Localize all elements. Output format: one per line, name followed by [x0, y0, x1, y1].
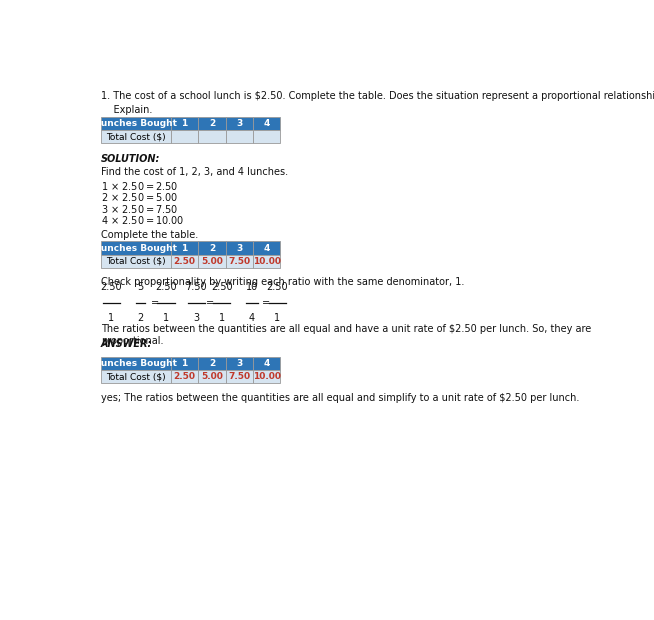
Text: 3: 3: [193, 314, 199, 324]
Bar: [171, 130, 198, 143]
Text: Find the cost of 1, 2, 3, and 4 lunches.: Find the cost of 1, 2, 3, and 4 lunches.: [101, 167, 288, 177]
Bar: [226, 370, 253, 383]
Text: 7.50: 7.50: [228, 372, 250, 381]
Text: 2 × $2.50 = $5.00: 2 × $2.50 = $5.00: [101, 191, 179, 203]
Bar: [171, 370, 198, 383]
Text: 2.50: 2.50: [174, 257, 196, 266]
Bar: [226, 356, 253, 370]
Text: The ratios between the quantities are all equal and have a unit rate of $2.50 pe: The ratios between the quantities are al…: [101, 324, 591, 345]
Text: Total Cost ($): Total Cost ($): [106, 372, 166, 381]
Bar: [101, 255, 171, 268]
Text: Explain.: Explain.: [101, 105, 152, 115]
Text: 2: 2: [209, 359, 215, 368]
Text: =: =: [150, 298, 159, 308]
Text: 4: 4: [264, 359, 270, 368]
Bar: [171, 356, 198, 370]
Text: 3 × $2.50 = $7.50: 3 × $2.50 = $7.50: [101, 203, 179, 215]
Bar: [198, 117, 226, 130]
Text: yes; The ratios between the quantities are all equal and simplify to a unit rate: yes; The ratios between the quantities a…: [101, 393, 579, 403]
Bar: [226, 241, 253, 255]
Text: 2: 2: [209, 119, 215, 128]
Text: Total Cost ($): Total Cost ($): [106, 132, 166, 141]
Bar: [171, 241, 198, 255]
Text: 1: 1: [218, 314, 225, 324]
Text: Lunches Bought: Lunches Bought: [95, 244, 177, 252]
Bar: [253, 255, 281, 268]
Text: 4: 4: [264, 119, 270, 128]
Text: 1: 1: [163, 314, 169, 324]
Text: 4: 4: [249, 314, 255, 324]
Bar: [171, 117, 198, 130]
Bar: [101, 241, 171, 255]
Text: Total Cost ($): Total Cost ($): [106, 257, 166, 266]
Bar: [198, 130, 226, 143]
Text: 10.00: 10.00: [252, 257, 281, 266]
Text: 10: 10: [246, 283, 258, 293]
Text: =: =: [262, 298, 270, 308]
Text: 4 × $2.50 = $10.00: 4 × $2.50 = $10.00: [101, 214, 184, 226]
Text: 1 × $2.50 = $2.50: 1 × $2.50 = $2.50: [101, 180, 179, 192]
Bar: [226, 130, 253, 143]
Text: SOLUTION:: SOLUTION:: [101, 154, 160, 164]
Bar: [226, 117, 253, 130]
Text: 2: 2: [137, 314, 144, 324]
Bar: [198, 356, 226, 370]
Text: 10.00: 10.00: [252, 372, 281, 381]
Text: Lunches Bought: Lunches Bought: [95, 359, 177, 368]
Bar: [226, 255, 253, 268]
Text: 5.00: 5.00: [201, 372, 223, 381]
Bar: [253, 370, 281, 383]
Text: ANSWER:: ANSWER:: [101, 339, 152, 349]
Bar: [198, 255, 226, 268]
Bar: [253, 130, 281, 143]
Text: 1. The cost of a school lunch is $2.50. Complete the table. Does the situation r: 1. The cost of a school lunch is $2.50. …: [101, 91, 654, 101]
Text: =: =: [207, 298, 215, 308]
Bar: [198, 241, 226, 255]
Text: Check proportionality by writing each ratio with the same denominator, 1.: Check proportionality by writing each ra…: [101, 277, 464, 286]
Text: 1: 1: [182, 359, 188, 368]
Text: 4: 4: [264, 244, 270, 252]
Bar: [171, 255, 198, 268]
Bar: [101, 130, 171, 143]
Bar: [101, 356, 171, 370]
Text: 2.50: 2.50: [267, 283, 288, 293]
Text: Complete the table.: Complete the table.: [101, 230, 198, 240]
Text: 3: 3: [236, 119, 243, 128]
Text: 2.50: 2.50: [211, 283, 232, 293]
Bar: [101, 117, 171, 130]
Text: 1: 1: [182, 244, 188, 252]
Bar: [253, 117, 281, 130]
Bar: [101, 370, 171, 383]
Text: 2.50: 2.50: [174, 372, 196, 381]
Bar: [198, 370, 226, 383]
Text: 1: 1: [274, 314, 281, 324]
Text: Lunches Bought: Lunches Bought: [95, 119, 177, 128]
Text: 5: 5: [137, 283, 144, 293]
Text: 3: 3: [236, 359, 243, 368]
Bar: [253, 356, 281, 370]
Text: 3: 3: [236, 244, 243, 252]
Text: 7.50: 7.50: [228, 257, 250, 266]
Bar: [253, 241, 281, 255]
Text: 2.50: 2.50: [100, 283, 122, 293]
Text: 1: 1: [182, 119, 188, 128]
Text: 2: 2: [209, 244, 215, 252]
Text: 5.00: 5.00: [201, 257, 223, 266]
Text: 2.50: 2.50: [155, 283, 177, 293]
Text: 1: 1: [108, 314, 114, 324]
Text: 7.50: 7.50: [186, 283, 207, 293]
